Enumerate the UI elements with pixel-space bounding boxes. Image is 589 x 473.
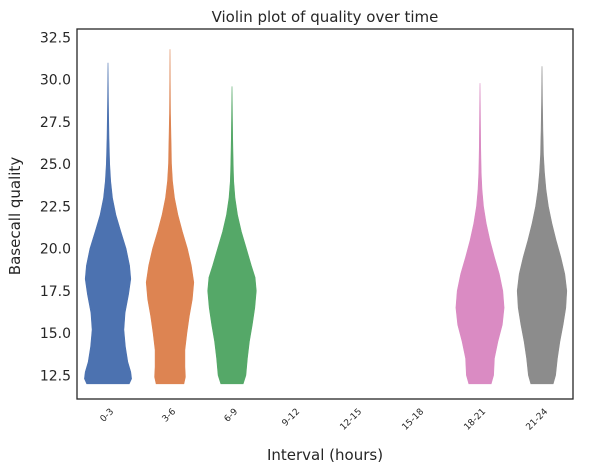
violin-0-3 (84, 62, 132, 385)
y-tick-label: 15.0 (40, 326, 71, 342)
y-tick-label: 30.0 (40, 73, 71, 89)
y-tick-label: 25.0 (40, 157, 71, 173)
x-tick-label: 15-18 (401, 407, 427, 433)
chart-title: Violin plot of quality over time (212, 8, 439, 26)
violin-18-21 (455, 83, 505, 385)
y-tick-label: 20.0 (40, 242, 71, 258)
x-tick-label: 0-3 (99, 407, 116, 424)
x-ticks-group: 0-3 3-6 6-9 9-12 12-15 15-18 18-21 21-24 (99, 407, 551, 433)
y-tick-label: 17.5 (40, 284, 71, 300)
x-tick-label: 6-9 (223, 407, 241, 425)
y-tick-label: 22.5 (40, 199, 71, 215)
y-ticks-group: 12.5 15.0 17.5 20.0 22.5 25.0 27.5 30.0 32.5 (40, 30, 71, 384)
violin-21-24 (516, 66, 568, 385)
x-tick-label: 9-12 (281, 407, 303, 429)
y-tick-label: 12.5 (40, 368, 71, 384)
violins-group (84, 49, 568, 385)
violin-3-6 (145, 49, 195, 385)
x-axis-label: Interval (hours) (267, 446, 383, 464)
x-tick-label: 21-24 (525, 407, 551, 433)
x-tick-label: 12-15 (339, 407, 365, 433)
plot-frame (76, 28, 574, 400)
y-tick-label: 32.5 (40, 30, 71, 46)
y-tick-label: 27.5 (40, 115, 71, 131)
violin-6-9 (207, 86, 257, 385)
y-axis-label: Basecall quality (6, 157, 24, 276)
x-tick-label: 18-21 (463, 407, 489, 433)
x-tick-label: 3-6 (161, 407, 179, 425)
